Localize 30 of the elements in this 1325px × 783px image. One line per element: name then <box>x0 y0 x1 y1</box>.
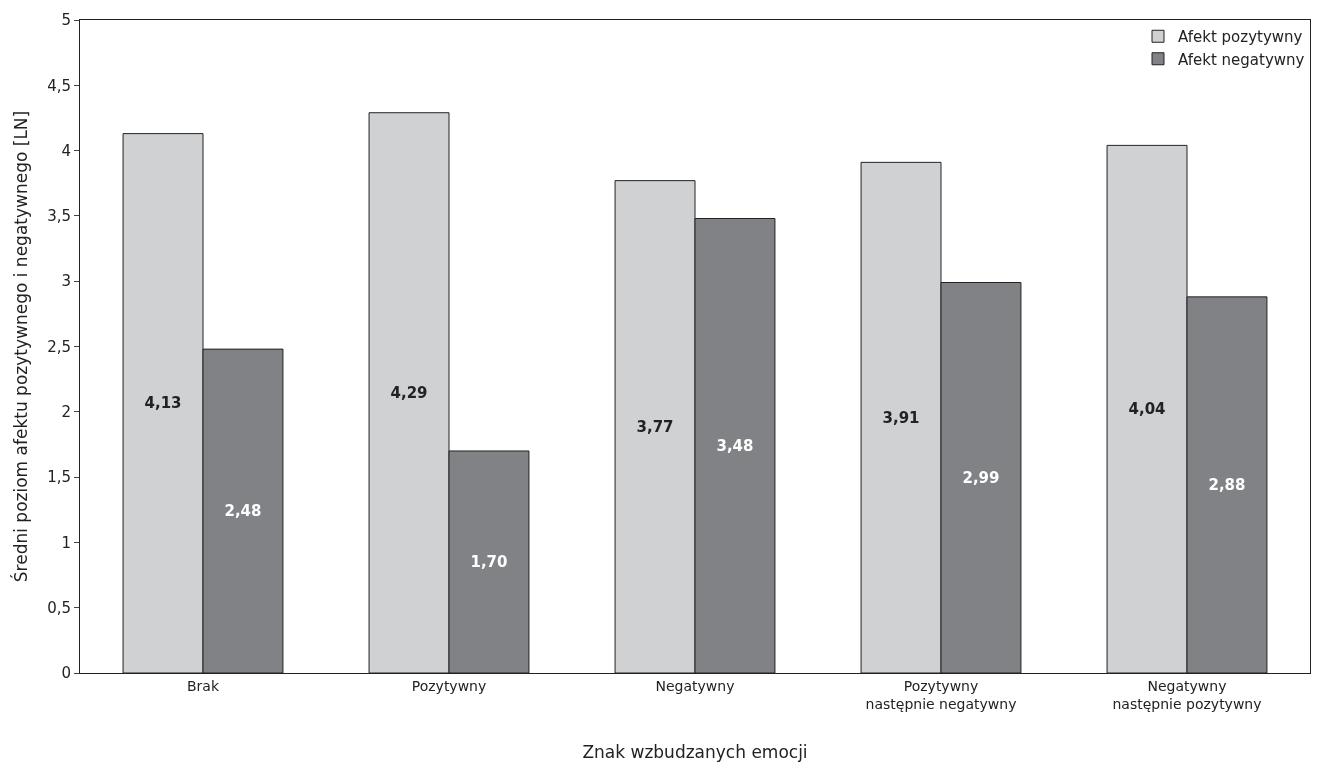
legend-label: Afekt pozytywny <box>1178 28 1303 47</box>
data-label: 3,91 <box>882 408 920 427</box>
x-tick-label: Pozytywny <box>411 677 487 694</box>
data-label: 4,13 <box>144 394 182 413</box>
data-label: 2,88 <box>1208 475 1246 494</box>
data-label: 3,77 <box>636 417 674 436</box>
x-tick-label: Pozytywny następnie negatywny <box>865 677 1017 712</box>
x-tick-label: Negatywny <box>655 677 735 694</box>
legend-label: Afekt negatywny <box>1178 50 1305 69</box>
x-tick-label: Brak <box>186 677 220 694</box>
y-tick-label: 1 <box>61 533 71 552</box>
data-label: 4,29 <box>390 383 428 402</box>
data-label: 3,48 <box>716 436 754 455</box>
y-tick-label: 3 <box>61 272 71 291</box>
y-tick-label: 2,5 <box>47 337 71 356</box>
y-tick-label: 1,5 <box>47 468 71 487</box>
data-label: 4,04 <box>1128 400 1166 419</box>
y-tick-label: 0 <box>61 664 71 683</box>
y-axis-title: Średni poziom afektu pozytywnego i negatywnego [LN] <box>9 110 31 583</box>
y-tick-label: 4 <box>61 141 71 160</box>
y-tick-label: 4,5 <box>47 76 71 95</box>
y-tick-label: 5 <box>61 11 71 30</box>
x-tick-label: Negatywny następnie pozytywny <box>1112 677 1262 712</box>
x-axis-title: Znak wzbudzanych emocji <box>582 742 808 763</box>
data-label: 1,70 <box>470 552 508 571</box>
y-tick-label: 2 <box>61 403 71 422</box>
data-label: 2,99 <box>962 468 1000 487</box>
y-tick-label: 0,5 <box>47 598 71 617</box>
y-tick-label: 3,5 <box>47 207 71 226</box>
data-label: 2,48 <box>224 502 262 521</box>
